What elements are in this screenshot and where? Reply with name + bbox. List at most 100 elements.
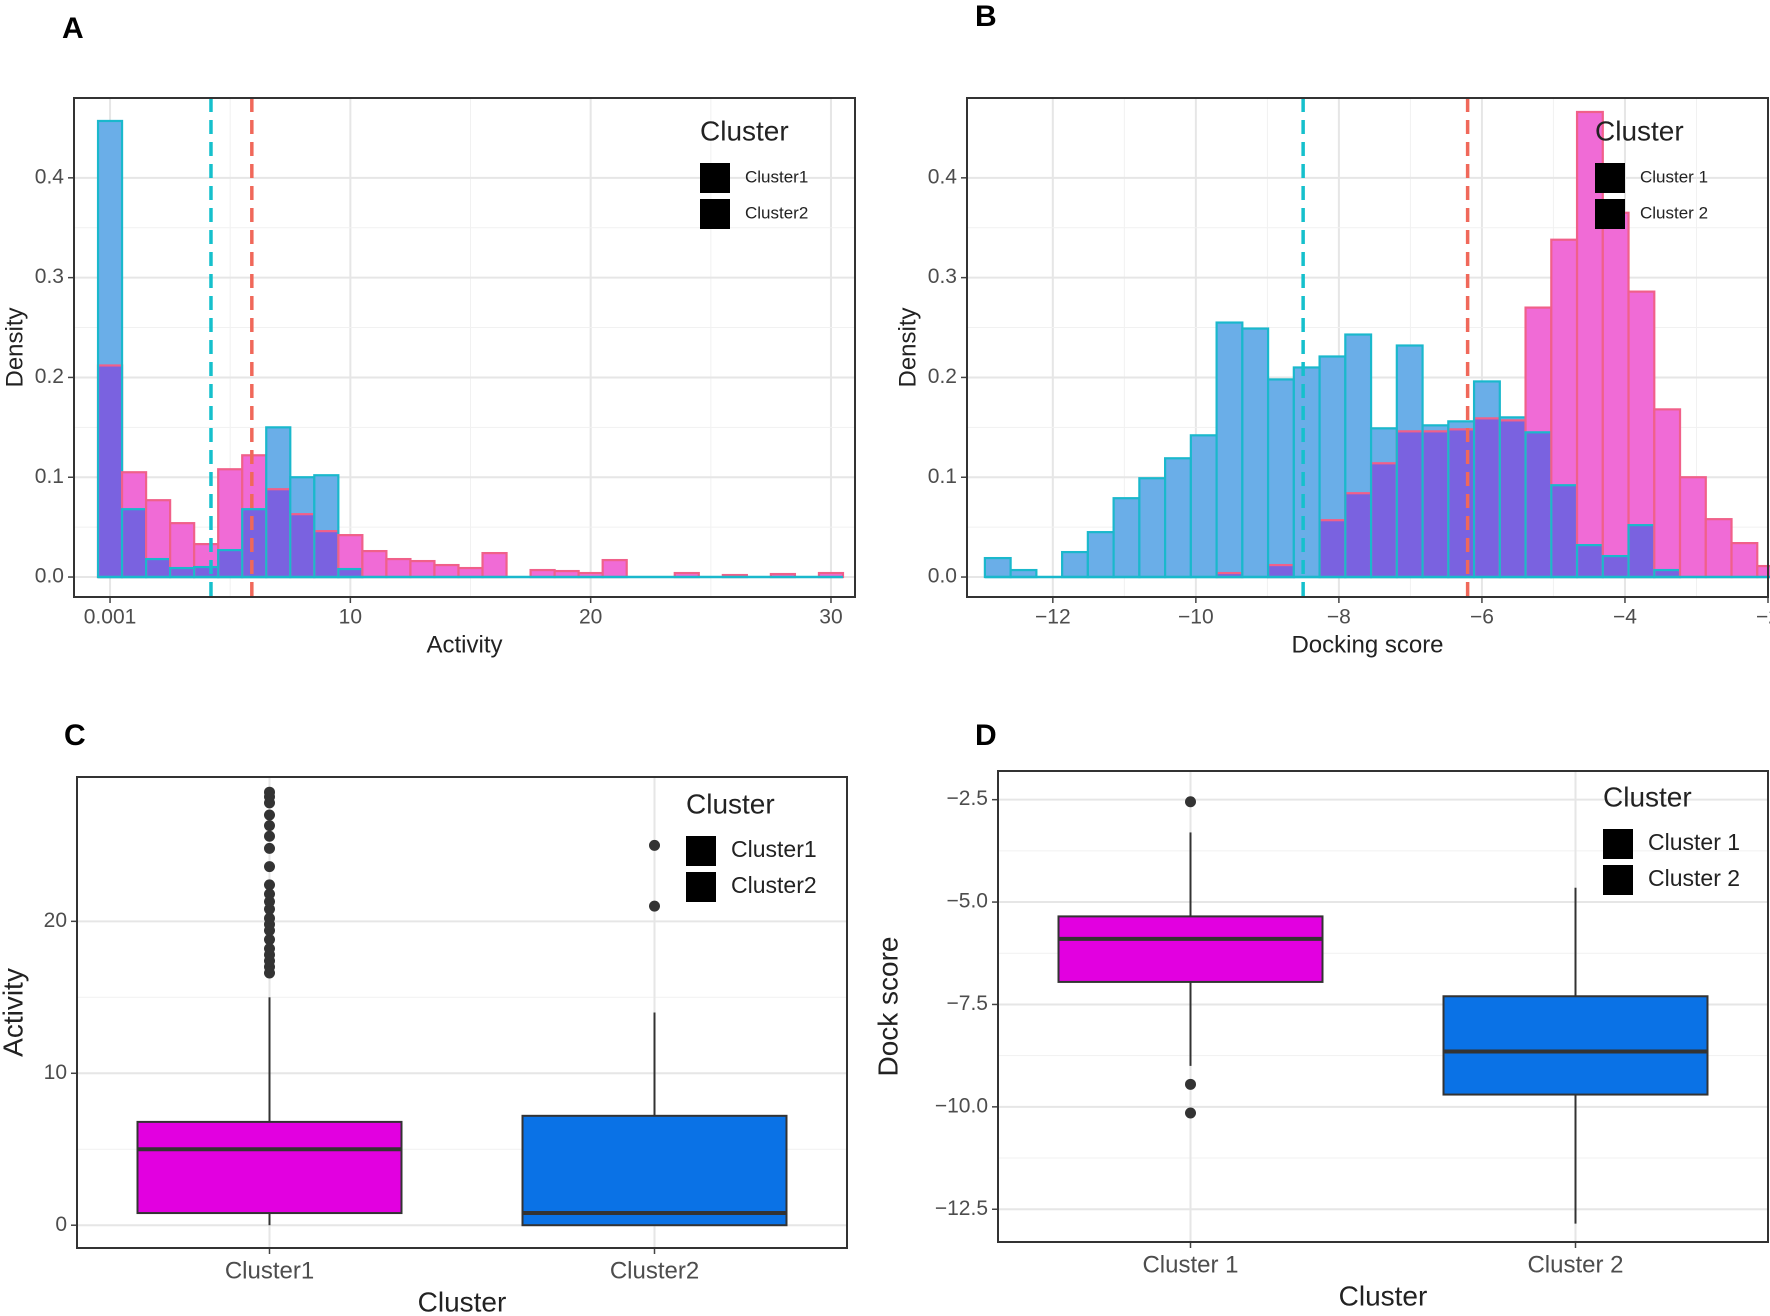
- bar-cluster1: [242, 455, 267, 510]
- outlier-point: [1185, 1078, 1196, 1090]
- x-tick-label: 10: [339, 606, 362, 629]
- bar-cluster2: [1242, 328, 1269, 578]
- y-tick-label: −10.0: [935, 1094, 988, 1117]
- bar-cluster2: [1396, 345, 1423, 432]
- bar-overlap: [1602, 556, 1629, 578]
- outlier-point: [264, 912, 275, 924]
- plot-border: [76, 776, 848, 1249]
- bar-cluster2: [1448, 421, 1475, 430]
- y-tick-label: 0.3: [928, 265, 957, 288]
- outlier-point: [264, 830, 275, 842]
- legend-swatch: [1595, 163, 1625, 193]
- panel-a: A 0.001 10 20 30 0.0 0.1 0.2 0.3 0.4 Cluster Cluste…: [1, 12, 856, 658]
- bar-cluster2: [1319, 356, 1346, 521]
- bar-cluster1: [674, 573, 699, 578]
- bar-cluster2: [266, 427, 291, 490]
- x-tick-label: 30: [819, 606, 842, 629]
- y-tick-label: 0.0: [928, 565, 957, 588]
- x-tick-label: −6: [1470, 606, 1494, 629]
- y-axis-title: Density: [894, 307, 921, 387]
- bar-cluster2: [1139, 478, 1166, 578]
- outlier-point: [264, 888, 275, 900]
- y-axis-title: Activity: [0, 968, 28, 1057]
- bar-cluster2: [1474, 381, 1500, 419]
- legend-label: Cluster 2: [1640, 203, 1708, 222]
- bar-overlap: [1448, 429, 1475, 578]
- histogram-bars: [983, 110, 1770, 579]
- panel-d: D −2.5 −5.0 −7.5 −10.0 −12.5 Cluster 1 Cluster …: [872, 719, 1769, 1311]
- bar-cluster1: [1654, 409, 1681, 571]
- legend-label: Cluster 1: [1648, 829, 1740, 855]
- legend-swatch: [686, 872, 716, 902]
- bar-overlap: [1268, 565, 1294, 578]
- bar-overlap: [1319, 520, 1346, 578]
- legend-key-cluster1: Cluster1: [700, 163, 808, 193]
- legend-label: Cluster2: [745, 203, 808, 222]
- bar-overlap: [146, 559, 171, 578]
- bar-outline-cluster1: [1756, 564, 1770, 579]
- legend-key-cluster2: Cluster2: [686, 872, 817, 902]
- legend-label: Cluster2: [731, 872, 817, 898]
- bar-overlap: [242, 509, 267, 578]
- outlier-point: [264, 809, 275, 821]
- panel-label-b: B: [975, 0, 997, 33]
- bar-cluster1: [362, 551, 387, 578]
- box-body: [1057, 915, 1324, 983]
- x-tick-label: −8: [1327, 606, 1351, 629]
- bar-overlap: [1371, 463, 1397, 578]
- x-tick-label: Cluster 2: [1527, 1251, 1623, 1278]
- bar-cluster2: [984, 558, 1011, 578]
- x-tick-label: Cluster2: [610, 1257, 699, 1284]
- legend-title: Cluster: [700, 115, 789, 146]
- y-tick-label: 0.2: [928, 365, 957, 388]
- bar-overlap: [1577, 545, 1603, 578]
- legend-swatch: [700, 199, 730, 229]
- legend-title: Cluster: [1603, 781, 1692, 812]
- plot-border: [73, 97, 856, 598]
- bar-overlap: [194, 567, 219, 578]
- legend-title: Cluster: [686, 788, 775, 819]
- bar-cluster1: [458, 568, 483, 578]
- bar-cluster1: [1757, 566, 1770, 578]
- panel-b: B −12 −10 −8 −6 −4 −2 0.0 0.1 0.2 0.3 0.4 Cluster Clu…: [894, 0, 1770, 658]
- y-tick-label: 0.2: [35, 365, 64, 388]
- bar-overlap: [1654, 570, 1681, 578]
- bar-cluster1: [170, 523, 195, 569]
- box-cluster1: [136, 786, 403, 1226]
- x-tick-label: Cluster 1: [1142, 1251, 1238, 1278]
- outlier-point: [264, 896, 275, 908]
- bar-cluster1: [1705, 519, 1732, 578]
- x-axis-title: Cluster: [1339, 1280, 1428, 1311]
- y-axis-title: Dock score: [872, 936, 903, 1076]
- bar-overlap: [1422, 431, 1449, 578]
- bar-cluster1: [122, 472, 147, 510]
- y-tick-label: −7.5: [947, 992, 988, 1015]
- bar-cluster2: [1190, 435, 1217, 578]
- x-tick-label: −2: [1756, 606, 1770, 629]
- bar-overlap: [1345, 493, 1372, 578]
- bar-cluster1: [194, 544, 219, 568]
- x-tick-label: 20: [579, 606, 602, 629]
- y-tick-label: 20: [44, 909, 67, 932]
- x-axis-title: Docking score: [1291, 631, 1443, 658]
- x-axis-title: Activity: [426, 631, 502, 658]
- y-axis-title: Density: [1, 307, 28, 387]
- bar-overlap: [1216, 573, 1243, 578]
- legend-key-cluster2: Cluster2: [700, 199, 808, 229]
- bar-overlap: [290, 514, 315, 578]
- bar-overlap: [170, 568, 195, 578]
- outlier-point: [264, 943, 275, 955]
- bar-cluster1: [578, 573, 603, 578]
- bar-cluster1: [386, 559, 411, 578]
- box-body: [1442, 995, 1709, 1096]
- legend-swatch: [1603, 865, 1633, 895]
- legend-key-cluster1: Cluster 1: [1603, 829, 1740, 859]
- bar-overlap: [1396, 431, 1423, 578]
- bar-cluster1: [482, 553, 507, 578]
- x-tick-label: Cluster1: [225, 1257, 314, 1284]
- plot-border: [997, 770, 1769, 1243]
- x-tick-label: −12: [1035, 606, 1071, 629]
- legend-key-cluster1: Cluster1: [686, 836, 817, 866]
- bar-overlap: [1525, 432, 1552, 578]
